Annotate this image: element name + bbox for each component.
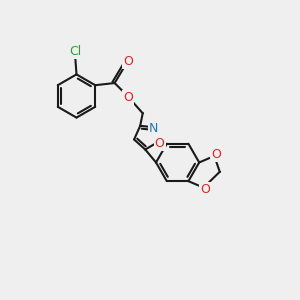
Text: N: N bbox=[149, 122, 158, 135]
Text: O: O bbox=[211, 148, 221, 161]
Text: O: O bbox=[200, 183, 210, 196]
Text: O: O bbox=[123, 91, 133, 103]
Text: Cl: Cl bbox=[69, 45, 81, 58]
Text: O: O bbox=[155, 137, 165, 150]
Text: O: O bbox=[123, 55, 133, 68]
